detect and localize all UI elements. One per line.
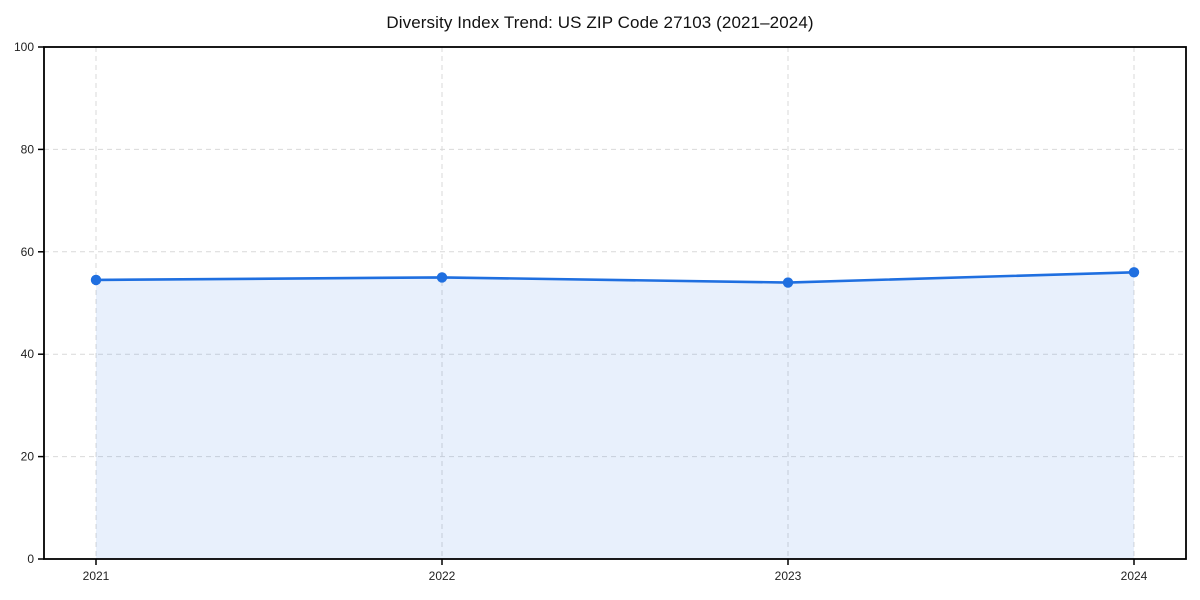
y-tick-label: 20	[21, 450, 35, 464]
plot-border	[43, 46, 1187, 560]
data-point	[1128, 267, 1140, 278]
x-tick-label: 2023	[775, 569, 802, 583]
y-tick-label: 40	[21, 347, 35, 361]
data-point	[782, 277, 794, 288]
x-tick-label: 2021	[83, 569, 110, 583]
chart-title: Diversity Index Trend: US ZIP Code 27103…	[386, 13, 814, 32]
y-tick-label: 100	[14, 40, 34, 54]
x-tick-label: 2022	[429, 569, 456, 583]
y-tick-label: 60	[21, 245, 35, 259]
y-tick-label: 80	[21, 142, 35, 156]
x-tick-label: 2024	[1121, 569, 1148, 583]
trend-line	[94, 270, 1136, 284]
y-tick-label: 0	[27, 552, 34, 566]
plot-background	[44, 47, 1186, 559]
data-point	[436, 272, 448, 283]
data-point	[90, 274, 102, 286]
area-fill	[96, 272, 1134, 559]
